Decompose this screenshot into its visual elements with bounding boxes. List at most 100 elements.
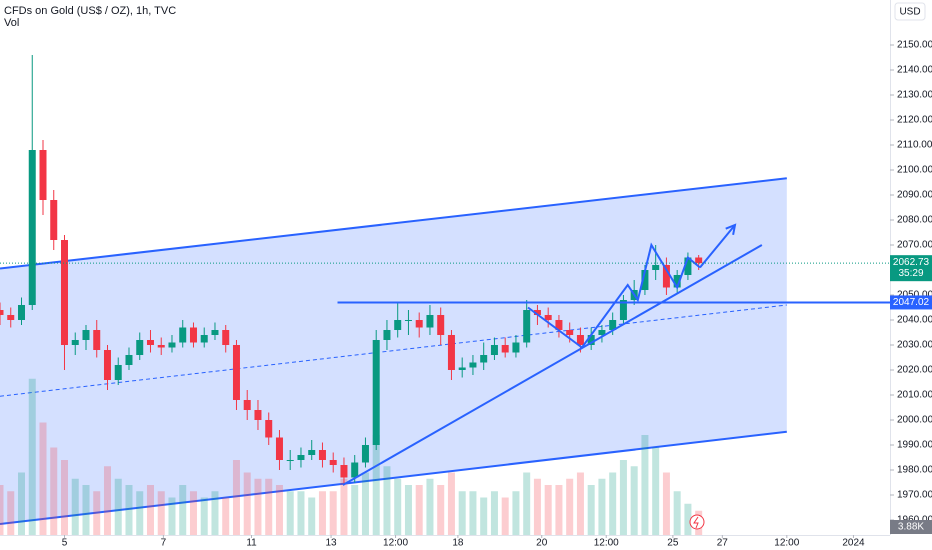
volume-bar: [308, 497, 316, 535]
volume-bar: [39, 422, 47, 535]
candle-body: [232, 345, 240, 400]
volume-bar: [555, 485, 563, 535]
volume-bar: [458, 491, 466, 535]
event-icon-bolt: [693, 516, 699, 529]
x-tick-label: 11: [246, 538, 257, 549]
volume-bar: [0, 485, 4, 535]
candle-body: [243, 400, 251, 410]
volume-bar: [512, 491, 520, 535]
volume-bar: [168, 497, 176, 535]
volume-bar: [641, 435, 649, 535]
candle-body: [146, 340, 154, 345]
y-tick-label: 2040.00: [897, 315, 932, 326]
volume-bar: [136, 491, 144, 535]
volume-bar: [652, 447, 660, 535]
volume-bar: [383, 466, 391, 535]
candle-body: [523, 310, 531, 343]
countdown: 35:29: [898, 268, 923, 279]
channel-lower: [0, 430, 787, 525]
candle-body: [447, 335, 455, 370]
event-icon[interactable]: [689, 514, 705, 530]
volume-bar: [490, 491, 498, 535]
x-tick-label: 18: [452, 538, 464, 549]
volume-bar: [232, 460, 240, 535]
volume-bar: [426, 478, 434, 535]
candle-body: [609, 320, 617, 330]
candle-body: [17, 305, 25, 320]
channel-upper: [0, 177, 787, 270]
volume-bar: [437, 485, 445, 535]
candle-body: [437, 315, 445, 335]
volume-bar: [576, 472, 584, 535]
candle-body: [308, 450, 316, 455]
volume-bar: [372, 435, 380, 535]
currency-box[interactable]: [894, 2, 926, 21]
y-tick-label: 2020.00: [897, 365, 932, 376]
volume-bar: [157, 491, 165, 535]
x-tick-label: 2024: [842, 538, 865, 549]
candle-body: [458, 367, 466, 370]
candle-body: [0, 310, 4, 315]
hline-price-box: [890, 295, 932, 310]
volume-bar: [286, 491, 294, 535]
x-tick-label: 13: [326, 538, 338, 549]
volume-bar: [265, 478, 273, 535]
y-tick-label: 1970.00: [897, 490, 932, 501]
arrow-head: [725, 223, 737, 236]
volume-bar: [50, 447, 58, 535]
volume-bar: [630, 466, 638, 535]
volume-bar: [114, 478, 122, 535]
volume-bar: [415, 485, 423, 535]
volume-bar: [125, 485, 133, 535]
arrow: [699, 224, 736, 269]
y-tick-label: 2140.00: [897, 65, 932, 76]
volume-bar: [587, 485, 595, 535]
volume-bar: [673, 491, 681, 535]
current-price-label: 2062.73: [893, 257, 930, 268]
volume-bar: [179, 485, 187, 535]
candle-body: [189, 327, 197, 343]
candle-body: [394, 320, 402, 330]
volume-bar: [544, 485, 552, 535]
candle-body: [297, 455, 305, 460]
candle-body: [275, 437, 283, 460]
candle-body: [501, 345, 509, 353]
x-tick-label: 5: [62, 538, 68, 549]
candle-body: [254, 410, 262, 420]
volume-bar: [211, 491, 219, 535]
y-tick-label: 2120.00: [897, 115, 932, 126]
volume-bar: [533, 478, 541, 535]
volume-bar: [254, 478, 262, 535]
volume-label-box: [890, 520, 932, 534]
candle-body: [286, 460, 294, 461]
y-tick-label: 1990.00: [897, 440, 932, 451]
y-tick-label: 2130.00: [897, 90, 932, 101]
volume-bar: [200, 497, 208, 535]
volume-bar: [469, 491, 477, 535]
y-tick-label: 2010.00: [897, 390, 932, 401]
volume-bar: [60, 460, 68, 535]
y-tick-label: 2030.00: [897, 340, 932, 351]
candle-body: [168, 342, 176, 348]
volume-bar: [275, 485, 283, 535]
y-tick-label: 2090.00: [897, 190, 932, 201]
volume-bar: [103, 466, 111, 535]
candle-body: [566, 330, 574, 335]
candle-body: [179, 327, 187, 343]
chart-title: CFDs on Gold (US$ / OZ), 1h, TVC: [4, 5, 176, 17]
volume-bar: [243, 472, 251, 535]
candle-body: [383, 330, 391, 340]
volume-bar: [297, 491, 305, 535]
x-tick-label: 27: [717, 538, 729, 549]
volume-bar: [361, 472, 369, 535]
volume-bar: [566, 478, 574, 535]
candle-body: [125, 355, 133, 365]
candle-body: [576, 335, 584, 345]
current-price-box: [890, 255, 932, 282]
candle-body: [684, 257, 692, 275]
candle-body: [619, 300, 627, 320]
candle-body: [404, 320, 412, 321]
candle-body: [544, 315, 552, 320]
candle-body: [587, 335, 595, 345]
